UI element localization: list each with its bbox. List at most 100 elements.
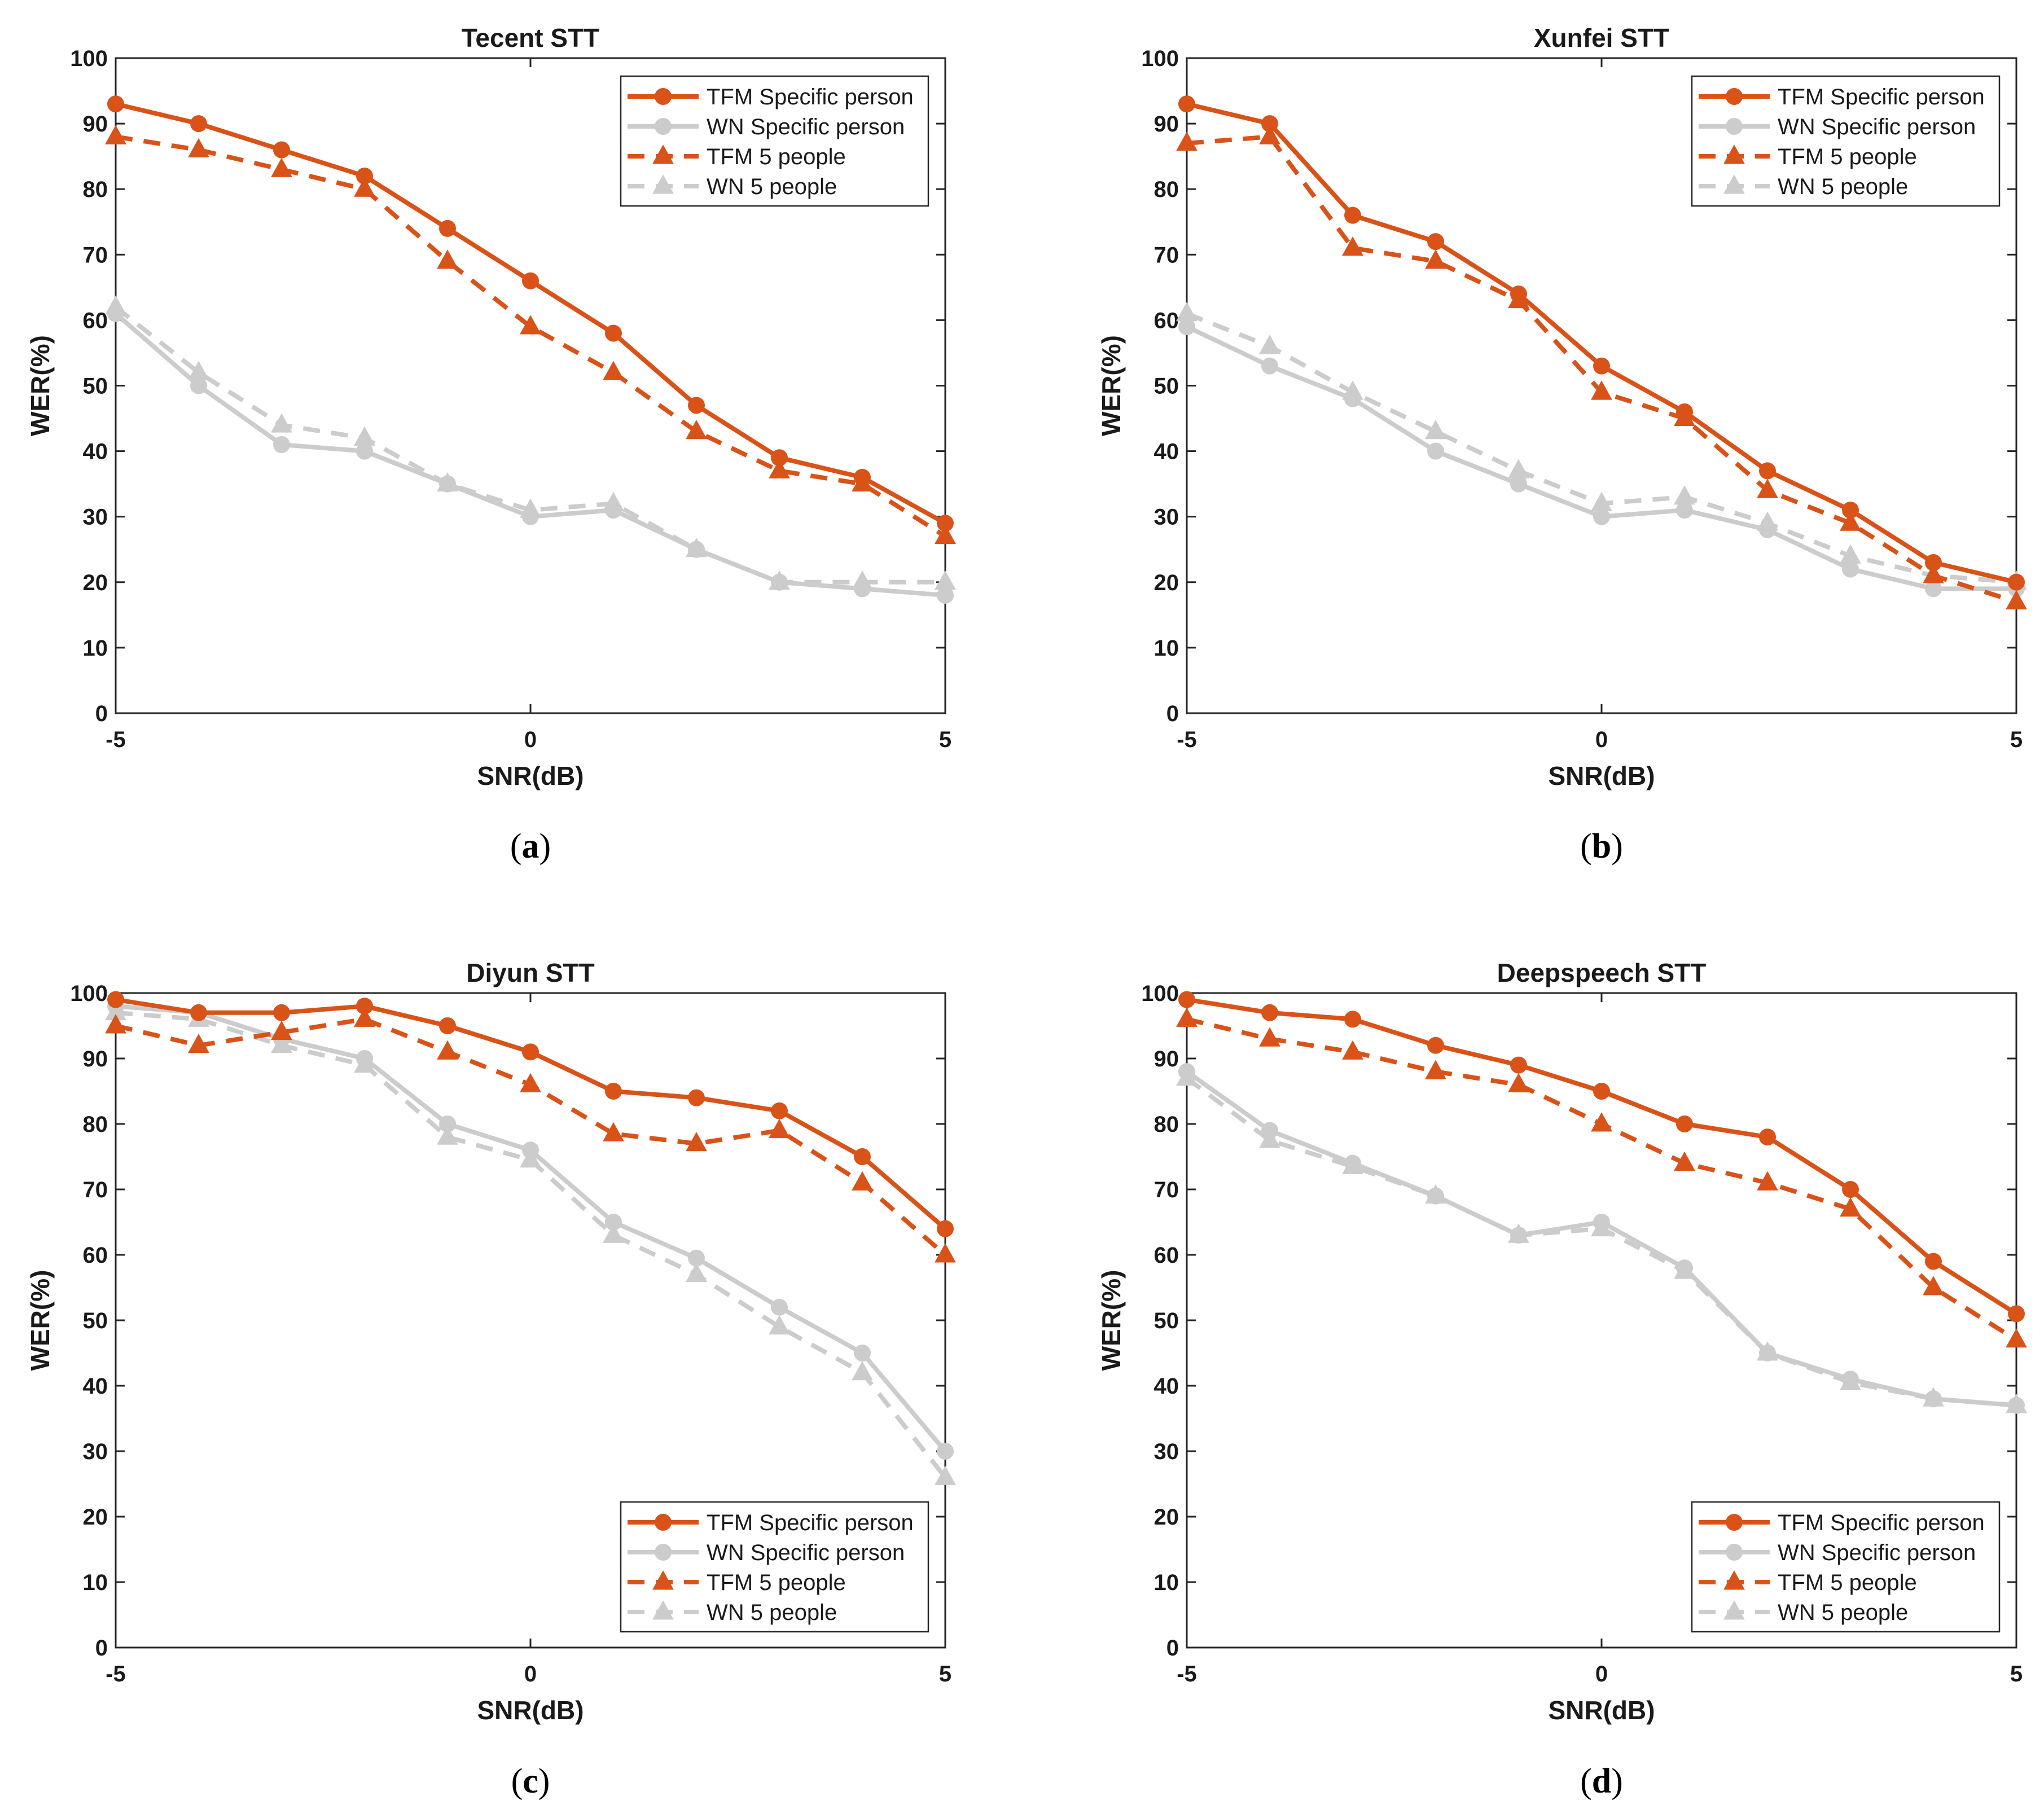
y-tick-label: 100 [1141, 981, 1179, 1006]
data-point [1176, 302, 1198, 322]
y-tick-label: 40 [1154, 440, 1179, 464]
data-point [605, 1083, 622, 1100]
data-point [1259, 1128, 1280, 1148]
data-point [688, 1249, 705, 1267]
data-point [937, 1220, 954, 1237]
data-point [190, 115, 207, 133]
data-point [520, 498, 541, 518]
y-tick-label: 60 [1154, 308, 1179, 333]
data-point [1510, 475, 1527, 493]
x-tick-label: 5 [939, 1662, 951, 1686]
y-tick-label: 50 [83, 1308, 108, 1333]
data-point [520, 315, 541, 335]
y-tick-label: 10 [1154, 1570, 1179, 1595]
x-tick-label: 0 [1595, 727, 1608, 752]
y-tick-label: 100 [70, 981, 108, 1006]
legend-label: TFM 5 people [707, 1570, 846, 1595]
y-tick-label: 10 [83, 636, 108, 661]
series-tfm-dashed [1176, 1007, 2027, 1348]
data-point [935, 1243, 956, 1263]
caption-open: ( [511, 1762, 523, 1800]
data-point [1842, 560, 1859, 578]
y-axis-label: WER(%) [25, 335, 55, 436]
legend-swatch-marker [652, 144, 674, 164]
data-point [105, 1001, 126, 1021]
y-tick-label: 90 [83, 112, 108, 137]
caption-letter: b [1592, 827, 1611, 866]
data-point [686, 1263, 707, 1282]
y-tick-label: 0 [1166, 701, 1179, 726]
data-point [271, 1020, 292, 1040]
y-tick-label: 50 [1154, 1308, 1179, 1333]
data-point [1508, 1223, 1529, 1243]
data-point [1925, 580, 1942, 598]
series-line [115, 1004, 948, 1453]
data-point [1342, 1040, 1363, 1060]
data-point [1757, 1171, 1778, 1191]
series-wn-solid [107, 998, 954, 1460]
y-tick-label: 90 [83, 1047, 108, 1071]
y-tick-label: 50 [83, 374, 108, 399]
data-point [188, 361, 209, 380]
data-point [1178, 95, 1195, 113]
data-point [2008, 1305, 2025, 1323]
data-point [1923, 1276, 1944, 1295]
data-point [937, 1443, 954, 1460]
series-line [1186, 1017, 2018, 1342]
data-point [1842, 502, 1859, 519]
y-tick-label: 60 [83, 1243, 108, 1268]
data-point [852, 1171, 873, 1191]
data-point [437, 1040, 458, 1060]
data-point [1178, 991, 1195, 1008]
data-point [354, 426, 375, 446]
data-point [1757, 478, 1778, 498]
data-point [935, 570, 956, 590]
data-point [1591, 380, 1612, 400]
data-point [1510, 285, 1527, 302]
series-line [114, 311, 946, 598]
data-point [603, 361, 624, 380]
legend-swatch-marker [655, 88, 672, 105]
data-point [1261, 115, 1278, 133]
data-point [688, 1089, 705, 1106]
x-axis-label: SNR(dB) [1548, 761, 1655, 790]
caption-open: ( [1580, 1762, 1592, 1800]
data-point [1757, 1341, 1778, 1361]
caption-letter: c [523, 1762, 538, 1800]
data-point [1676, 403, 1693, 420]
data-point [1259, 125, 1280, 144]
legend-label: TFM 5 people [707, 144, 846, 169]
data-point [1759, 1128, 1776, 1146]
data-point [188, 138, 209, 158]
x-tick-label: -5 [106, 1662, 126, 1686]
y-tick-label: 0 [95, 1636, 108, 1661]
data-point [437, 1125, 458, 1145]
y-tick-label: 20 [83, 570, 108, 595]
data-point [603, 491, 624, 511]
data-point [2006, 590, 2027, 610]
data-point [1427, 442, 1444, 460]
legend-label: TFM 5 people [1778, 1570, 1917, 1595]
data-point [771, 449, 788, 467]
caption-close: ) [539, 827, 551, 866]
chart-title: Xunfei STT [1534, 23, 1669, 52]
data-point [1593, 357, 1610, 375]
legend: TFM Specific person WN Specific person TFM… [1691, 75, 2001, 207]
data-point [935, 524, 956, 544]
x-tick-label: -5 [1177, 727, 1197, 752]
chart-title: Tecent STT [462, 23, 600, 52]
data-point [1840, 544, 1861, 564]
legend-label: WN 5 people [1778, 1600, 1908, 1625]
data-point [354, 1053, 375, 1073]
data-point [1676, 1115, 1693, 1132]
data-point [105, 125, 126, 144]
series-tfm-dashed [105, 1007, 956, 1263]
panel-caption: (c) [511, 1762, 550, 1800]
series-wn-solid [107, 305, 954, 604]
caption-open: ( [1580, 827, 1592, 866]
data-point [1344, 1011, 1361, 1028]
data-point [190, 377, 207, 394]
data-point [188, 1034, 209, 1053]
data-point [1261, 1004, 1278, 1021]
